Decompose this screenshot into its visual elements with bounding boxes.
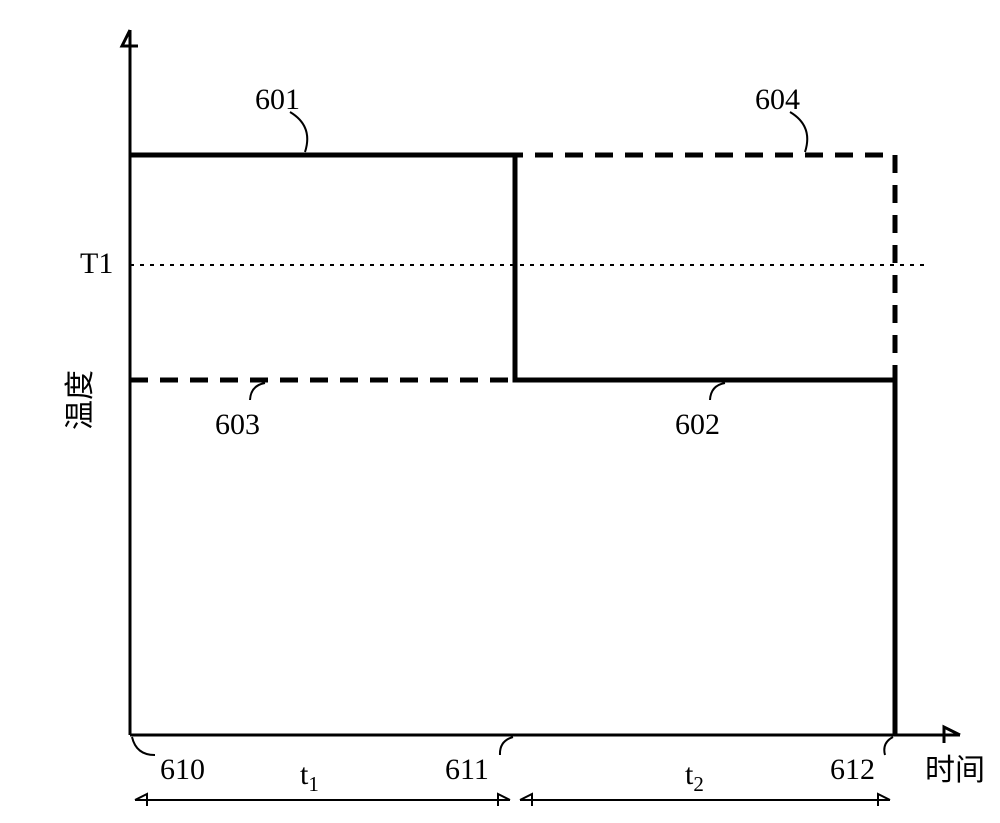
callout-602: 602 [675,408,720,442]
callout-610: 610 [160,753,205,787]
callout-604: 604 [755,83,800,117]
plot-svg [0,0,1000,823]
y-axis-label: 温度 [55,370,99,430]
interval-label-t1: t1 [300,758,319,797]
ytick-T1: T1 [80,247,113,281]
callout-612: 612 [830,753,875,787]
interval-label-t2: t2 [685,758,704,797]
callout-611: 611 [445,753,489,787]
callout-601: 601 [255,83,300,117]
x-axis-label: 时间 [925,745,985,789]
figure-root: 温度时间 T1 601 604 603 602 610 611 612 t1 t2 [0,0,1000,823]
callout-603: 603 [215,408,260,442]
